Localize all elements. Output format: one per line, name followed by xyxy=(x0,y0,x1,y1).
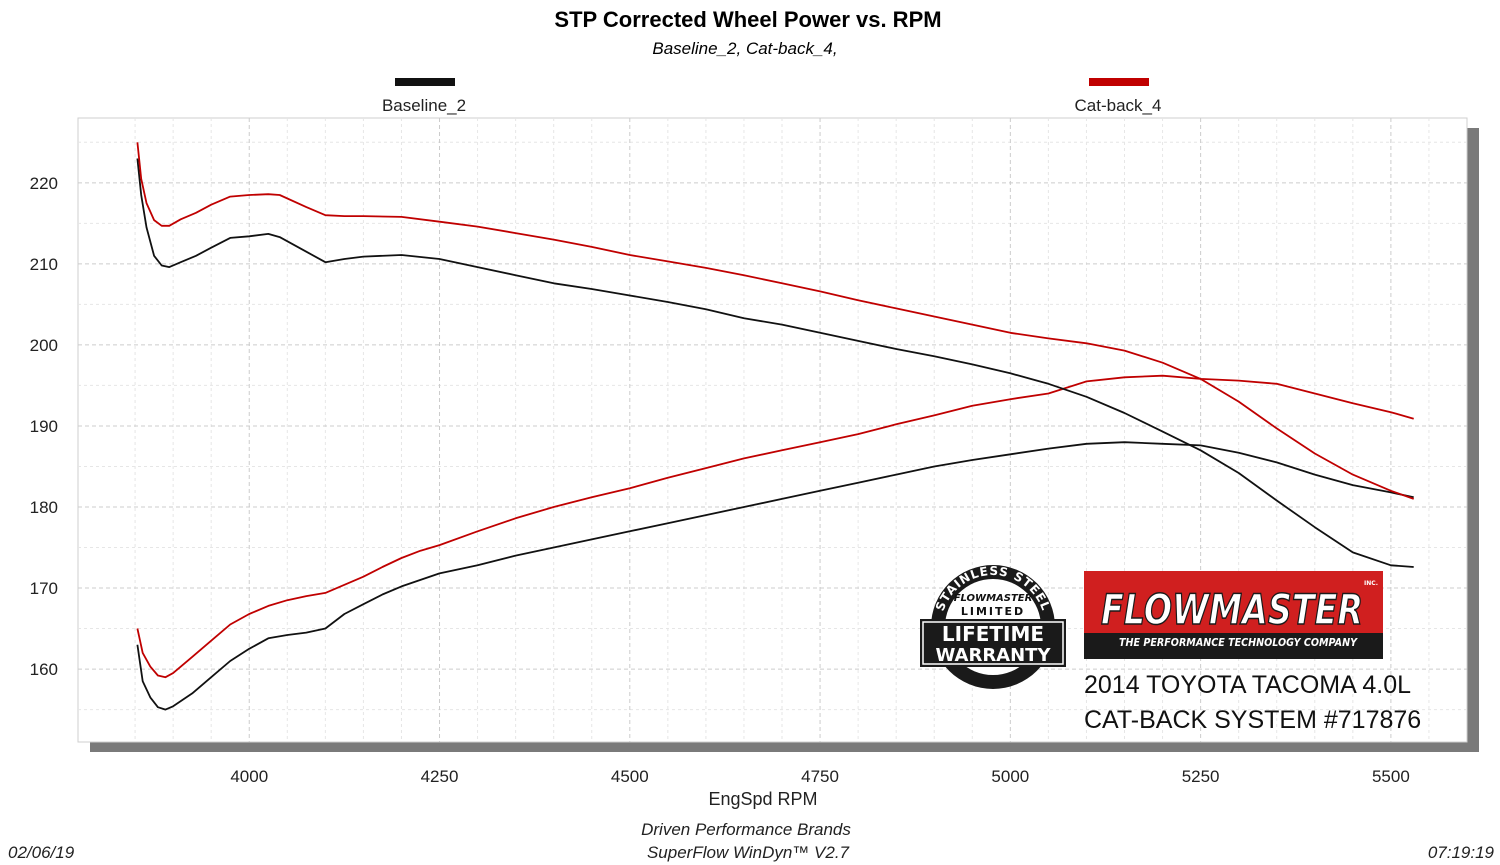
badge-line2: WARRANTY xyxy=(935,645,1051,666)
footer-software: SuperFlow WinDyn™ V2.7 xyxy=(647,843,850,862)
x-tick-label: 5250 xyxy=(1182,767,1220,786)
legend: Baseline_2 Cat-back_4 xyxy=(382,78,1162,115)
logo-tagline-bar xyxy=(1084,633,1383,659)
x-tick-label: 4250 xyxy=(421,767,459,786)
y-tick-label: 180 xyxy=(30,498,58,517)
badge-brand: FLOWMASTER xyxy=(954,593,1033,604)
lifetime-warranty-badge: STAINLESS STEEL FLOWMASTER LIMITED LIFET… xyxy=(920,564,1066,689)
y-tick-label: 210 xyxy=(30,255,58,274)
logo-brand: FLOWMASTER xyxy=(1101,585,1363,634)
legend-label-baseline: Baseline_2 xyxy=(382,96,466,115)
x-axis-title: EngSpd RPM xyxy=(708,789,817,809)
plot-shadow-bottom xyxy=(90,742,1479,752)
legend-swatch-baseline xyxy=(395,78,455,86)
badge-banner xyxy=(920,619,1066,667)
footer-time: 07:19:19 xyxy=(1428,843,1495,862)
y-axis: 160 170 180 190 200 210 220 xyxy=(30,174,58,679)
x-axis: 4000 4250 4500 4750 5000 5250 5500 xyxy=(230,767,1409,786)
vehicle-caption-line1: 2014 TOYOTA TACOMA 4.0L xyxy=(1084,671,1411,699)
grid xyxy=(78,118,1467,742)
badge-banner-border xyxy=(922,621,1064,665)
flowmaster-logo: FLOWMASTER INC. THE PERFORMANCE TECHNOLO… xyxy=(1084,571,1383,659)
series-line-cat-back-4-power xyxy=(136,374,1414,679)
footer-company: Driven Performance Brands xyxy=(641,820,851,839)
series-line-baseline-2-power xyxy=(136,441,1414,711)
badge-line1: LIFETIME xyxy=(942,622,1044,646)
footer-date: 02/06/19 xyxy=(8,843,75,862)
x-tick-label: 4000 xyxy=(230,767,268,786)
x-tick-label: 4500 xyxy=(611,767,649,786)
chart-subtitle: Baseline_2, Cat-back_4, xyxy=(652,39,837,58)
y-tick-label: 170 xyxy=(30,579,58,598)
logo-inc: INC. xyxy=(1364,580,1378,587)
x-tick-label: 4750 xyxy=(801,767,839,786)
plot-shadow-right xyxy=(1467,128,1479,752)
chart-title: STP Corrected Wheel Power vs. RPM xyxy=(554,7,941,32)
y-tick-label: 220 xyxy=(30,174,58,193)
y-tick-label: 200 xyxy=(30,336,58,355)
y-tick-label: 190 xyxy=(30,417,58,436)
badge-limited: LIMITED xyxy=(961,605,1025,618)
series-lines xyxy=(136,142,1415,711)
vehicle-caption-line2: CAT-BACK SYSTEM #717876 xyxy=(1084,706,1421,734)
x-tick-label: 5500 xyxy=(1372,767,1410,786)
series-line-cat-back-4-torque xyxy=(136,142,1415,500)
x-tick-label: 5000 xyxy=(991,767,1029,786)
y-tick-label: 160 xyxy=(30,660,58,679)
legend-label-catback: Cat-back_4 xyxy=(1075,96,1162,115)
series-line-baseline-2-torque xyxy=(136,158,1414,568)
legend-swatch-catback xyxy=(1089,78,1149,86)
logo-tagline: THE PERFORMANCE TECHNOLOGY COMPANY xyxy=(1119,637,1358,649)
